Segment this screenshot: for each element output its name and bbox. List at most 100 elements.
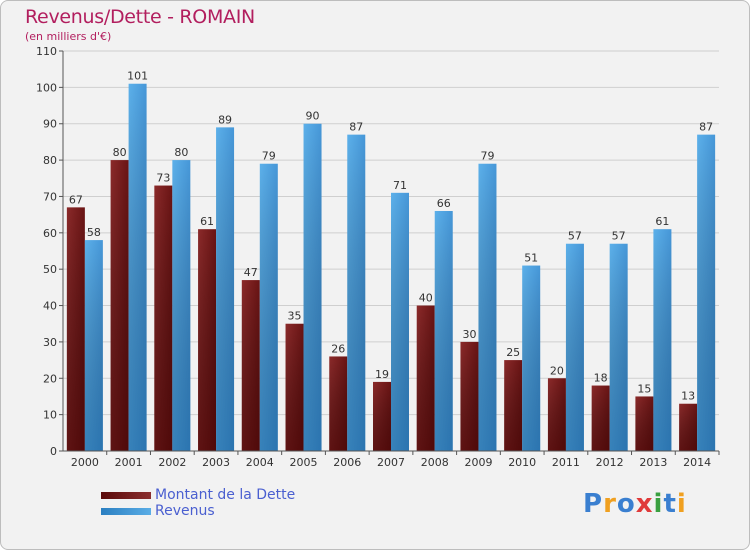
bar-shade-revenus [609,243,628,451]
y-tick-label: 20 [43,372,57,385]
proxiti-logo: Proxiti [583,489,687,519]
x-tick-label: 2004 [246,456,274,469]
data-label-dette: 26 [331,342,345,355]
data-label-dette: 13 [681,390,695,403]
x-tick-label: 2014 [683,456,711,469]
data-label-dette: 80 [113,146,127,159]
x-tick-label: 2000 [71,456,99,469]
x-tick-label: 2006 [333,456,361,469]
logo-letter: o [616,489,636,519]
bar-shade-dette [241,280,260,451]
bar-shade-revenus [478,163,497,451]
bar-shade-dette [373,381,391,451]
data-label-revenus: 87 [699,121,713,134]
data-label-dette: 73 [156,172,170,185]
bar-shade-dette [460,341,479,451]
bar-shade-revenus [347,134,366,452]
data-label-dette: 47 [244,266,258,279]
bar-shade-revenus [128,83,147,452]
logo-letter: r [603,489,617,519]
data-label-revenus: 61 [655,215,669,228]
data-label-revenus: 90 [306,110,320,123]
bar-shade-revenus [653,229,672,451]
data-label-dette: 35 [288,310,302,323]
x-tick-label: 2005 [290,456,318,469]
bar-shade-dette [110,160,129,451]
data-label-dette: 61 [200,215,214,228]
legend-swatch-revenus [101,507,151,515]
bar-shade-revenus [303,123,322,452]
x-tick-label: 2012 [596,456,624,469]
x-tick-label: 2003 [202,456,230,469]
y-tick-label: 40 [43,300,57,313]
x-tick-label: 2008 [421,456,449,469]
x-tick-label: 2002 [158,456,186,469]
data-label-revenus: 71 [393,179,407,192]
bar-shade-dette [504,360,523,451]
y-tick-label: 100 [36,81,57,94]
bar-shade-dette [591,385,610,451]
data-label-dette: 67 [69,193,83,206]
data-label-dette: 40 [419,292,433,305]
data-label-revenus: 57 [612,230,626,243]
y-tick-label: 30 [43,336,57,349]
bar-shade-dette [285,323,304,451]
data-label-dette: 20 [550,364,564,377]
logo-letter: i [676,489,687,519]
y-tick-label: 90 [43,118,57,131]
logo-letter: x [635,489,654,519]
x-tick-label: 2009 [464,456,492,469]
legend-swatch-dette [101,491,151,499]
data-label-revenus: 79 [480,150,494,163]
bar-shade-revenus [84,240,103,451]
y-tick-label: 50 [43,263,57,276]
bar-shade-dette [154,185,173,451]
data-label-dette: 30 [462,328,476,341]
bar-shade-dette [198,229,217,451]
y-tick-label: 0 [50,445,57,458]
bar-shade-revenus [391,192,409,451]
bar-shade-dette [547,378,566,451]
x-tick-label: 2001 [115,456,143,469]
bar-shade-dette [329,356,348,451]
data-label-dette: 19 [375,368,389,381]
data-label-dette: 15 [637,382,651,395]
data-label-revenus: 58 [87,226,101,239]
bar-shade-dette [416,305,435,451]
y-tick-label: 10 [43,409,57,422]
y-tick-label: 110 [36,45,57,58]
data-label-revenus: 89 [218,113,232,126]
bar-shade-dette [66,207,85,451]
logo-letter: i [653,489,664,519]
bar-shade-revenus [216,127,235,451]
data-label-revenus: 51 [524,252,538,265]
bar-shade-revenus [697,134,716,452]
x-tick-label: 2013 [639,456,667,469]
bar-shade-revenus [259,163,278,451]
bar-shade-revenus [565,243,584,451]
data-label-revenus: 57 [568,230,582,243]
y-tick-label: 80 [43,154,57,167]
y-tick-label: 60 [43,227,57,240]
bar-shade-dette [679,403,698,451]
chart-title: Revenus/Dette - ROMAIN [25,6,255,28]
data-label-revenus: 79 [262,150,276,163]
legend-label-dette: Montant de la Dette [155,487,296,503]
data-label-revenus: 80 [174,146,188,159]
x-tick-label: 2007 [377,456,405,469]
data-label-revenus: 66 [437,197,451,210]
bar-shade-revenus [434,211,453,451]
bar-shade-revenus [172,160,191,451]
x-tick-label: 2010 [508,456,536,469]
bar-shade-dette [635,396,654,451]
x-tick-label: 2011 [552,456,580,469]
data-label-dette: 25 [506,346,520,359]
legend-label-revenus: Revenus [155,503,215,519]
logo-letter: t [663,489,677,519]
y-tick-label: 70 [43,190,57,203]
legend: Montant de la Dette Revenus [101,487,295,519]
legend-item-revenus: Revenus [101,503,295,519]
bar-shade-revenus [522,265,541,451]
